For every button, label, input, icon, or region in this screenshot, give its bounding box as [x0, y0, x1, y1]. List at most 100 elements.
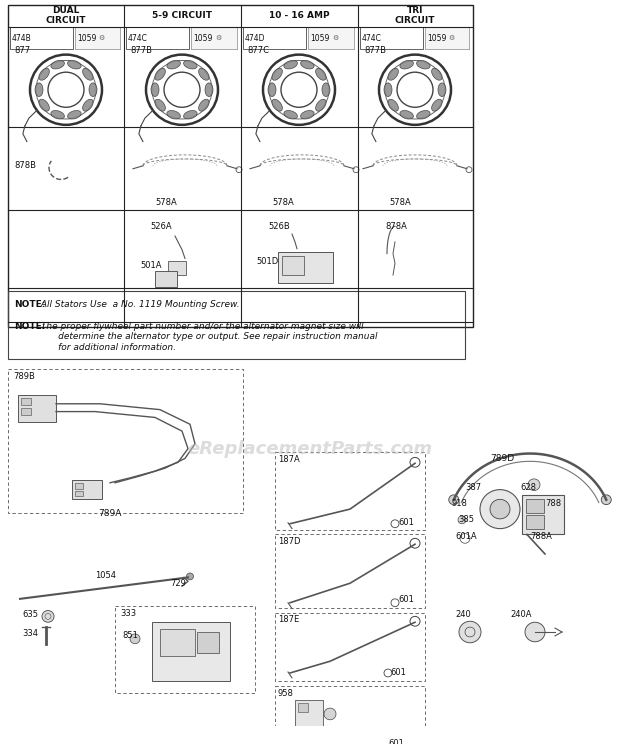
Bar: [152, 622, 230, 681]
Ellipse shape: [198, 68, 209, 80]
Bar: [282, 255, 304, 275]
Text: ⚙: ⚙: [215, 35, 221, 41]
Ellipse shape: [184, 111, 197, 119]
Circle shape: [449, 495, 459, 504]
Circle shape: [601, 495, 611, 504]
Ellipse shape: [400, 60, 414, 69]
Bar: [126, 28, 189, 49]
Circle shape: [490, 499, 510, 519]
Circle shape: [324, 708, 336, 719]
Text: 788: 788: [545, 498, 561, 507]
Ellipse shape: [82, 68, 93, 80]
Text: 526B: 526B: [268, 222, 290, 231]
Text: 578A: 578A: [389, 199, 410, 208]
Text: 1059: 1059: [427, 33, 446, 42]
Ellipse shape: [438, 83, 446, 97]
Text: 240: 240: [455, 610, 471, 619]
Ellipse shape: [89, 83, 97, 97]
Bar: [191, 28, 237, 49]
Bar: [275, 534, 425, 608]
Bar: [75, 483, 83, 489]
Bar: [18, 395, 56, 423]
Text: NOTE:: NOTE:: [14, 300, 45, 309]
Ellipse shape: [316, 68, 326, 80]
Ellipse shape: [68, 60, 81, 69]
Circle shape: [187, 573, 193, 580]
Ellipse shape: [268, 83, 276, 97]
Text: 474B: 474B: [12, 33, 32, 42]
Text: 789D: 789D: [490, 454, 514, 463]
Text: 474C: 474C: [362, 33, 382, 42]
Text: 387: 387: [465, 483, 481, 493]
Text: 878A: 878A: [385, 222, 407, 231]
Ellipse shape: [39, 68, 50, 80]
Bar: [526, 499, 544, 513]
Ellipse shape: [35, 83, 43, 97]
Text: The proper flywheel part number and/or the alternator magnet size will
       de: The proper flywheel part number and/or t…: [38, 322, 378, 352]
Ellipse shape: [155, 68, 166, 80]
Ellipse shape: [39, 99, 50, 111]
Ellipse shape: [51, 60, 64, 69]
Bar: [155, 271, 177, 286]
Text: 578A: 578A: [272, 199, 294, 208]
Circle shape: [130, 634, 140, 644]
Text: 187E: 187E: [278, 615, 299, 624]
Text: 10 - 16 AMP: 10 - 16 AMP: [268, 11, 329, 20]
Ellipse shape: [167, 111, 180, 119]
Text: 474C: 474C: [128, 33, 148, 42]
Text: NOTE:: NOTE:: [14, 322, 45, 331]
Text: 878B: 878B: [14, 161, 36, 170]
Circle shape: [458, 516, 466, 524]
Ellipse shape: [400, 111, 414, 119]
Bar: [160, 629, 195, 656]
Ellipse shape: [284, 60, 298, 69]
Ellipse shape: [284, 111, 298, 119]
Bar: [8, 291, 465, 359]
Bar: [8, 369, 243, 513]
Circle shape: [528, 479, 540, 490]
Bar: [295, 700, 323, 728]
Text: ⚙: ⚙: [98, 35, 104, 41]
Bar: [522, 496, 564, 534]
Ellipse shape: [417, 111, 430, 119]
Text: 601: 601: [388, 739, 404, 744]
Text: 501D: 501D: [256, 257, 278, 266]
Bar: [298, 703, 308, 712]
Text: 1059: 1059: [193, 33, 213, 42]
Text: All Stators Use  a No. 1119 Mounting Screw.: All Stators Use a No. 1119 Mounting Scre…: [38, 300, 239, 309]
Text: 877B: 877B: [364, 46, 386, 55]
Text: 501A: 501A: [140, 261, 161, 270]
Text: 385: 385: [458, 516, 474, 525]
Ellipse shape: [432, 68, 442, 80]
Text: 187A: 187A: [278, 455, 299, 464]
Ellipse shape: [388, 99, 399, 111]
Ellipse shape: [272, 68, 282, 80]
Circle shape: [525, 622, 545, 642]
Bar: [360, 28, 423, 49]
Text: 635: 635: [22, 610, 38, 619]
Bar: [75, 28, 120, 49]
Bar: [425, 28, 469, 49]
Bar: [275, 686, 425, 744]
Bar: [10, 28, 73, 49]
Text: 1059: 1059: [77, 33, 96, 42]
Circle shape: [480, 490, 520, 529]
Ellipse shape: [167, 60, 180, 69]
Text: 729: 729: [170, 579, 186, 588]
Text: 788A: 788A: [530, 532, 552, 541]
Bar: [275, 452, 425, 530]
Text: 240A: 240A: [510, 610, 531, 619]
Bar: [197, 632, 219, 653]
Text: 877: 877: [14, 46, 30, 55]
Text: 918: 918: [452, 498, 468, 507]
Text: 851: 851: [122, 632, 138, 641]
Text: ⚙: ⚙: [332, 35, 338, 41]
Text: 333: 333: [120, 609, 136, 618]
Ellipse shape: [272, 99, 282, 111]
Text: DUAL
CIRCUIT: DUAL CIRCUIT: [46, 6, 86, 25]
Ellipse shape: [51, 111, 64, 119]
Ellipse shape: [151, 83, 159, 97]
Ellipse shape: [384, 83, 392, 97]
Ellipse shape: [301, 60, 314, 69]
Text: 877C: 877C: [247, 46, 269, 55]
